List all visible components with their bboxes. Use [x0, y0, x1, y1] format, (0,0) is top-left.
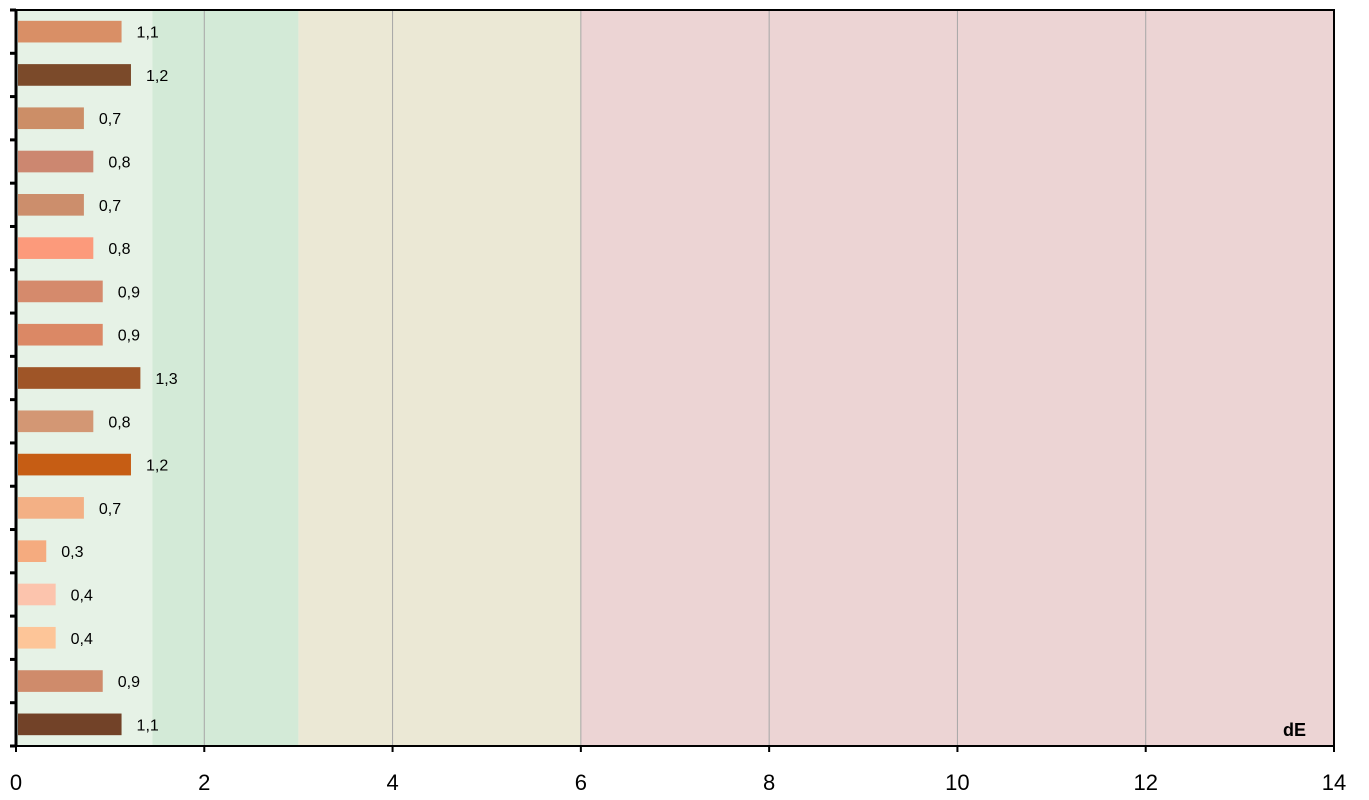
data-label-12: 0,3	[61, 544, 83, 561]
bar-7	[18, 323, 103, 346]
data-label-9: 0,8	[108, 414, 130, 431]
bar-13	[18, 583, 56, 606]
bar-5	[18, 237, 94, 259]
data-labels: 1,1 1,2 0,7 0,8 0,7 0,8 0,9 0,9 1,3 0,8 1,2 0,7 0,3 0…	[61, 25, 177, 735]
data-label-3: 0,8	[108, 155, 130, 172]
grid-lines	[203, 10, 1147, 746]
data-label-6: 0,9	[118, 284, 140, 301]
data-label-1: 1,2	[146, 68, 168, 85]
data-label-13: 0,4	[71, 587, 93, 604]
x-tick-label-2: 4	[386, 770, 398, 795]
data-label-15: 0,9	[118, 674, 140, 691]
x-tick-label-3: 6	[575, 770, 587, 795]
bar-15	[18, 670, 103, 692]
bar-0	[18, 20, 122, 43]
x-tick-label-0: 0	[10, 770, 22, 795]
bar-2	[18, 107, 84, 130]
data-label-14: 0,4	[71, 631, 93, 648]
x-tick-label-1: 2	[198, 770, 210, 795]
x-tick-label-4: 8	[763, 770, 775, 795]
band-1	[152, 10, 299, 746]
unit-label: dE	[1283, 720, 1306, 740]
data-label-5: 0,8	[108, 241, 130, 258]
x-tick-label-5: 10	[945, 770, 969, 795]
data-label-10: 1,2	[146, 458, 168, 475]
x-axis: 0 2 4 6 8 10 12 14	[10, 746, 1346, 795]
bars	[18, 20, 141, 736]
bar-12	[18, 540, 47, 562]
data-label-16: 1,1	[137, 717, 159, 734]
bar-14	[18, 626, 56, 649]
y-axis	[10, 8, 18, 748]
x-tick-label-7: 14	[1322, 770, 1346, 795]
bar-1	[18, 64, 131, 86]
band-2	[298, 10, 581, 746]
data-label-11: 0,7	[99, 501, 121, 518]
data-label-2: 0,7	[99, 111, 121, 128]
bar-10	[18, 453, 131, 476]
bar-11	[18, 497, 84, 519]
data-label-4: 0,7	[99, 198, 121, 215]
bar-4	[18, 194, 84, 216]
data-label-8: 1,3	[155, 371, 177, 388]
background-bands	[16, 10, 1334, 746]
data-label-0: 1,1	[137, 25, 159, 42]
data-label-7: 0,9	[118, 328, 140, 345]
bar-3	[18, 150, 94, 173]
bar-6	[18, 280, 103, 303]
bar-9	[18, 410, 94, 433]
x-tick-label-6: 12	[1133, 770, 1157, 795]
bar-16	[18, 713, 122, 736]
bar-8	[18, 367, 141, 389]
